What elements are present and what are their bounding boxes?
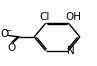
Text: O: O	[7, 43, 16, 53]
Text: Cl: Cl	[39, 12, 50, 22]
Text: OH: OH	[65, 12, 81, 22]
Text: N: N	[67, 46, 75, 56]
Text: O: O	[1, 29, 9, 39]
Text: −: −	[5, 26, 12, 35]
